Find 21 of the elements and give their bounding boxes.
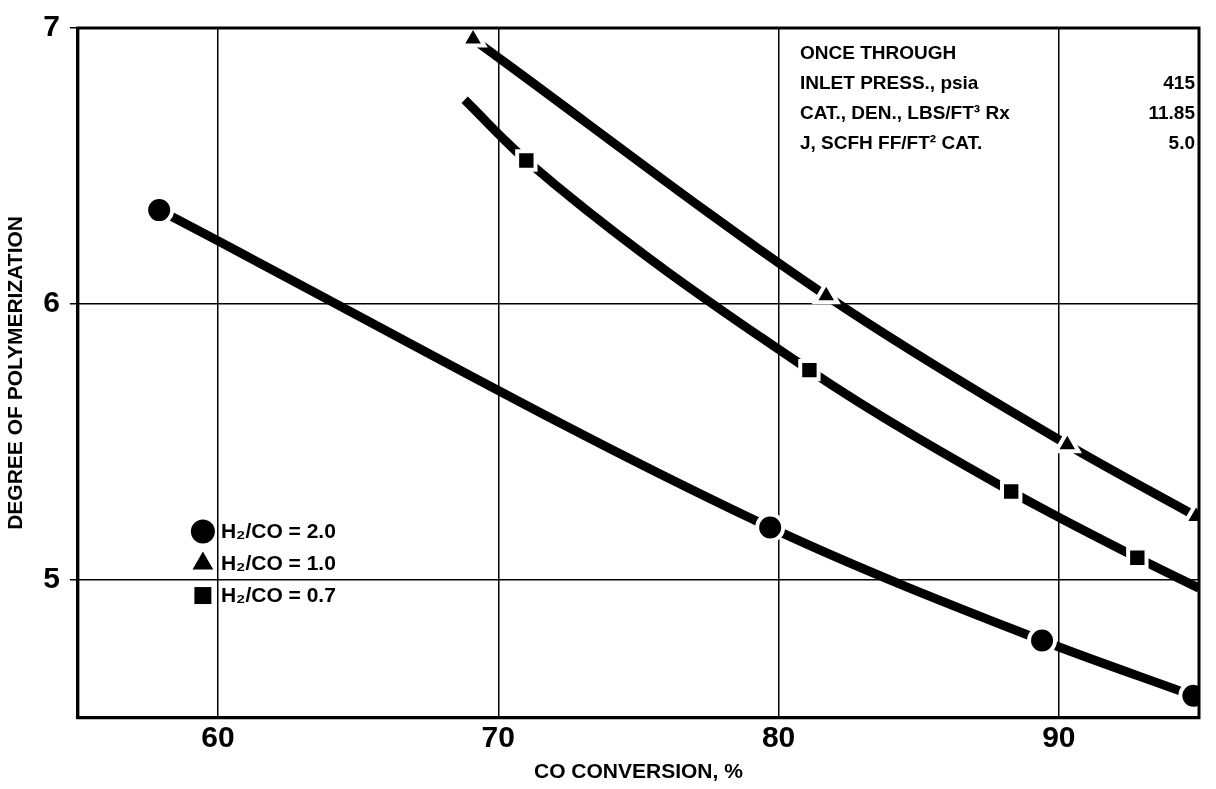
x-tick-label: 70 [481,720,515,754]
text: INLET PRESS., psia 415 [800,72,1195,93]
annotation: ONCE THROUGH [800,41,957,65]
y-axis-title: DEGREE OF POLYMERIZATION [3,215,27,530]
text: J, SCFH FF/FT² CAT. 5.0 [800,132,1195,153]
y-tick-label: 6 [43,285,60,319]
x-tick-label: 80 [761,720,796,754]
point [1000,480,1023,503]
y-tick-label: 5 [43,561,60,595]
point [515,149,538,172]
point [1126,546,1149,569]
x-axis-title: CO CONVERSION, % [534,759,744,783]
legend-label: H₂/CO = 1.0 [220,551,336,575]
legend-label: H₂/CO = 2.0 [220,519,336,543]
x-tick-label: 60 [201,720,235,754]
point [755,512,786,543]
y-tick-label: 7 [43,9,60,43]
legend-label: H₂/CO = 0.7 [220,583,336,607]
x-tick-label: 90 [1042,720,1076,754]
point [798,358,821,382]
text: CAT., DEN., LBS/FT³ Rx 11.85 [800,102,1195,123]
